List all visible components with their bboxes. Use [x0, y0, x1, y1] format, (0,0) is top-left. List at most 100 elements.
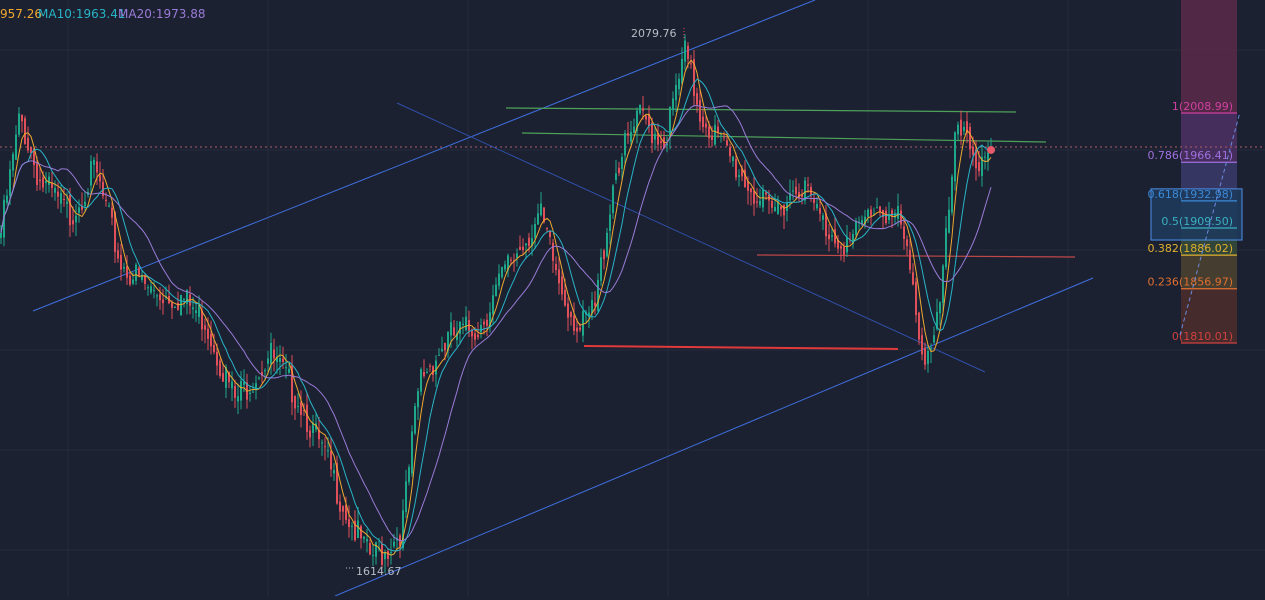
candle-body	[615, 173, 617, 180]
candle-body	[930, 348, 932, 350]
candle-body	[447, 332, 449, 351]
candle-body	[234, 385, 236, 398]
candle-body	[213, 345, 215, 353]
candle-body	[948, 209, 950, 233]
candle-body	[339, 501, 341, 512]
candle-body	[417, 391, 419, 408]
candle-body	[462, 323, 464, 326]
candle-body	[531, 238, 533, 247]
resistance-line-upper	[505, 107, 1017, 113]
candle-body	[867, 209, 869, 217]
candle-body	[21, 114, 23, 122]
candle-body	[870, 209, 872, 216]
candle-body	[906, 239, 908, 247]
candle-body	[345, 504, 347, 521]
candle-body	[327, 450, 329, 452]
candle-body	[897, 206, 899, 219]
ma20-line	[0, 104, 992, 542]
candle-body	[579, 327, 581, 330]
candle-body	[843, 246, 845, 255]
candle-body	[915, 281, 917, 316]
candle-body	[117, 250, 119, 259]
candle-body	[942, 265, 944, 303]
candle-body	[270, 342, 272, 365]
candle-body	[141, 274, 143, 280]
candle-body	[318, 430, 320, 440]
candle-body	[291, 365, 293, 403]
candle-body	[621, 156, 623, 170]
candle-body	[93, 159, 95, 165]
candle-body	[84, 201, 86, 206]
candle-body	[135, 264, 137, 281]
candle-body	[918, 312, 920, 340]
candle-body	[879, 206, 881, 213]
candle-body	[840, 246, 842, 249]
candle-body	[933, 335, 935, 343]
candle-body	[453, 327, 455, 336]
candle-body	[648, 114, 650, 127]
candle-body	[642, 108, 644, 111]
candle-body	[111, 207, 113, 218]
candle-body	[651, 122, 653, 144]
candle-body	[255, 383, 257, 389]
candle-body	[312, 422, 314, 433]
candle-body	[366, 539, 368, 542]
candle-body	[603, 250, 605, 260]
candle-body	[594, 302, 596, 306]
candle-body	[780, 206, 782, 210]
candle-body	[834, 229, 836, 244]
candle-body	[78, 207, 80, 213]
candle-body	[204, 325, 206, 330]
candle-body	[57, 191, 59, 197]
candle-body	[33, 148, 35, 166]
candle-body	[495, 284, 497, 297]
candle-body	[702, 116, 704, 128]
candle-body	[627, 133, 629, 136]
candle-body	[690, 63, 692, 65]
candle-body	[174, 306, 176, 308]
candle-body	[561, 276, 563, 295]
candle-body	[150, 286, 152, 293]
candle-body	[894, 213, 896, 218]
candle-body	[60, 193, 62, 204]
candle-body	[219, 360, 221, 377]
candle-body	[423, 371, 425, 376]
candle-body	[606, 232, 608, 257]
candle-body	[36, 162, 38, 185]
candle-body	[525, 243, 527, 246]
candle-body	[63, 198, 65, 200]
candle-body	[609, 214, 611, 231]
candle-body	[687, 45, 689, 60]
candle-body	[372, 555, 374, 557]
candle-body	[300, 402, 302, 416]
candle-body	[828, 234, 830, 240]
moving-average-lines	[0, 59, 995, 556]
candle-body	[597, 279, 599, 311]
candle-body	[360, 526, 362, 539]
fib-dashed-guide	[1179, 111, 1241, 336]
candle-body	[222, 373, 224, 382]
candle-body	[258, 377, 260, 379]
candle-body	[654, 133, 656, 140]
candle-body	[183, 299, 185, 301]
candle-body	[294, 396, 296, 409]
candle-body	[846, 237, 848, 253]
candle-body	[717, 126, 719, 134]
candle-body	[267, 358, 269, 364]
candle-body	[912, 272, 914, 285]
candle-body	[132, 279, 134, 284]
candle-body	[177, 302, 179, 310]
candle-body	[408, 467, 410, 483]
candle-body	[801, 194, 803, 197]
fib-level-label: 0.382(1886.02)	[1147, 242, 1233, 255]
fib-level-label: 0.786(1966.41)	[1147, 149, 1233, 162]
candle-body	[144, 275, 146, 284]
candle-body	[186, 290, 188, 304]
candle-body	[714, 124, 716, 145]
candle-body	[129, 275, 131, 285]
candle-body	[30, 147, 32, 154]
candle-body	[450, 322, 452, 336]
candle-body	[486, 319, 488, 326]
